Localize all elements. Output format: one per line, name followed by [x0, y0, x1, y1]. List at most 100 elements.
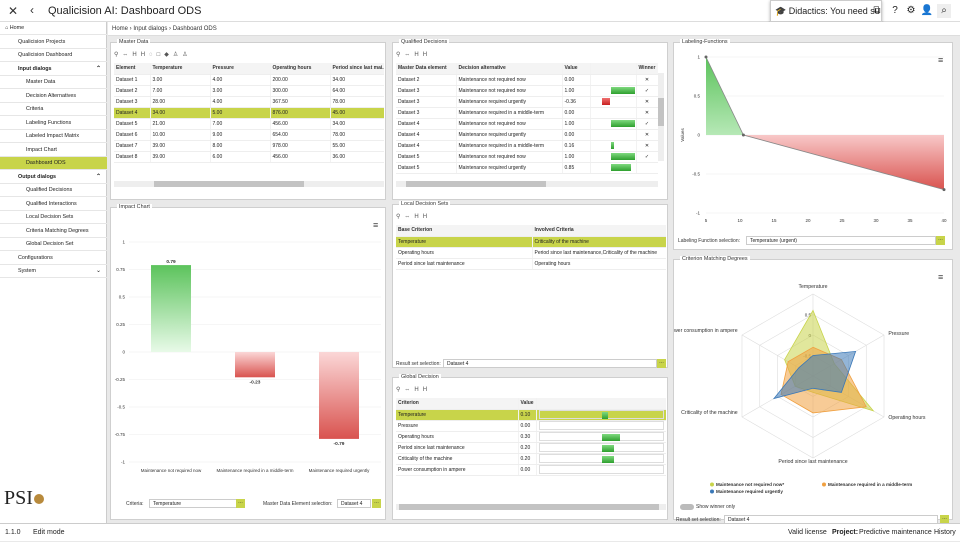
toggle-switch[interactable]	[680, 504, 694, 510]
table-row[interactable]: Dataset 5 21.00 7.00 456.00 34.00	[114, 118, 384, 130]
horizontal-scrollbar[interactable]	[396, 504, 666, 510]
more-button[interactable]: …	[940, 515, 949, 524]
toolbar[interactable]: ⚲⇔HH	[396, 52, 432, 58]
table-row[interactable]: Dataset 3 Maintenance required in a middl…	[396, 107, 658, 119]
user-icon[interactable]: 👤	[920, 5, 934, 16]
more-button[interactable]: …	[936, 236, 945, 245]
gear-icon[interactable]: ⚙	[906, 5, 916, 16]
sidebar-item[interactable]: Master Data	[0, 76, 107, 89]
table-row[interactable]: Dataset 3 28.00 4.00 367.50 78.00	[114, 96, 384, 108]
breadcrumb-item[interactable]: Home	[112, 26, 129, 32]
top-bar: ✕ ‹ Qualicision AI: Dashboard ODS 🎓 Dida…	[0, 0, 960, 22]
column-header[interactable]: Master Data element	[396, 63, 457, 75]
table-row[interactable]: Operating hours Period since last mainten…	[396, 247, 666, 259]
column-header[interactable]	[536, 398, 666, 410]
column-header[interactable]: Operating hours	[270, 63, 331, 75]
horizontal-scrollbar[interactable]	[114, 181, 384, 187]
column-header[interactable]	[590, 63, 637, 75]
column-header[interactable]: Element	[114, 63, 151, 75]
table-cell: Dataset 6	[114, 129, 151, 141]
sidebar-item[interactable]: Labeling Functions	[0, 117, 107, 130]
table-row[interactable]: Power consumption in ampere 0.00	[396, 464, 666, 476]
table-cell: Period since last maintenance,Criticalit…	[532, 247, 666, 259]
table-row[interactable]: Dataset 7 39.00 8.00 978.00 55.00	[114, 140, 384, 152]
sidebar-item[interactable]: Dashboard ODS	[0, 157, 107, 170]
lf-select[interactable]: Temperature (urgent)	[746, 236, 936, 245]
help-icon[interactable]: ?	[892, 5, 898, 16]
horizontal-scrollbar[interactable]	[396, 181, 658, 187]
menu-icon[interactable]: ≡	[938, 55, 944, 65]
table-row[interactable]: Dataset 6 10.00 9.00 654.00 78.00	[114, 129, 384, 141]
table-row[interactable]: Pressure 0.00	[396, 420, 666, 432]
table-row[interactable]: Dataset 1 3.00 4.00 200.00 34.00	[114, 74, 384, 86]
sidebar-item[interactable]: Local Decision Sets	[0, 211, 107, 224]
toolbar[interactable]: ⚲⇔HH	[396, 387, 432, 393]
didactics-banner[interactable]: 🎓 Didactics: You need su	[770, 0, 882, 22]
column-header[interactable]: Involved Criteria	[532, 225, 666, 237]
sidebar-item[interactable]: Decision Alternatives	[0, 90, 107, 103]
breadcrumb-item[interactable]: Input dialogs	[133, 26, 168, 32]
close-icon[interactable]: ✕	[8, 4, 19, 18]
table-row[interactable]: Operating hours 0.30	[396, 431, 666, 443]
sidebar-item[interactable]: Global Decision Set	[0, 238, 107, 251]
table-row[interactable]: Dataset 8 39.00 6.00 456.00 36.00	[114, 151, 384, 163]
sidebar-item[interactable]: ⌂ Home	[0, 22, 107, 35]
chevron-icon[interactable]: ⌃	[95, 65, 101, 72]
column-header[interactable]: Criterion	[396, 398, 519, 410]
table-row[interactable]: Dataset 5 Maintenance required urgently 0.…	[396, 162, 658, 174]
more-button[interactable]: …	[657, 359, 666, 368]
column-header[interactable]: Pressure	[210, 63, 271, 75]
sidebar-item[interactable]: Qualified Interactions	[0, 198, 107, 211]
vertical-scrollbar[interactable]	[658, 73, 664, 161]
table-row[interactable]: Temperature 0.10	[396, 409, 666, 421]
chevron-icon[interactable]: ⌄	[95, 268, 101, 274]
sidebar-item[interactable]: System ⌄	[0, 265, 107, 278]
menu-icon[interactable]: ≡	[938, 272, 944, 282]
table-row[interactable]: Dataset 4 34.00 5.00 876.00 45.00	[114, 107, 384, 119]
edit-mode[interactable]: Edit mode	[33, 529, 65, 536]
table-row[interactable]: Dataset 4 Maintenance not required now 1.0…	[396, 118, 658, 130]
back-icon[interactable]: ‹	[30, 3, 34, 17]
table-row[interactable]: Dataset 3 Maintenance not required now 1.0…	[396, 85, 658, 97]
toolbar[interactable]: ⚲⇔HH	[396, 214, 432, 220]
table-row[interactable]: Dataset 4 Maintenance required in a middl…	[396, 140, 658, 152]
column-header[interactable]: Period since last mai...	[330, 63, 384, 75]
sidebar-item[interactable]: Criteria	[0, 103, 107, 116]
chevron-icon[interactable]: ⌃	[95, 173, 101, 180]
sidebar-item[interactable]: Impact Chart	[0, 144, 107, 157]
column-header[interactable]: Base Criterion	[396, 225, 533, 237]
sidebar-item[interactable]: Configurations	[0, 252, 107, 265]
sidebar-item[interactable]: Output dialogs ⌃	[0, 171, 107, 184]
sidebar-item[interactable]: Qualicision Dashboard	[0, 49, 107, 62]
column-header[interactable]: Winner	[636, 63, 658, 75]
column-header[interactable]: Value	[562, 63, 591, 75]
table-row[interactable]: Dataset 3 Maintenance required urgently -0…	[396, 96, 658, 108]
table-row[interactable]: Dataset 4 Maintenance required urgently 0.…	[396, 129, 658, 141]
table-row[interactable]: Period since last maintenance 0.20	[396, 442, 666, 454]
breadcrumb-item[interactable]: Dashboard ODS	[172, 26, 217, 32]
criteria-select[interactable]: Temperature	[149, 499, 241, 508]
table-row[interactable]: Period since last maintenance Operating h…	[396, 258, 666, 270]
table-row[interactable]: Temperature Criticality of the machine	[396, 236, 666, 248]
table-row[interactable]: Dataset 2 Maintenance not required now 0.0…	[396, 74, 658, 86]
toolbar[interactable]: ⚲⇔HH◌□◆♙♙	[114, 52, 192, 58]
sidebar-item[interactable]: Input dialogs ⌃	[0, 63, 107, 76]
column-header[interactable]: Value	[518, 398, 537, 410]
table-row[interactable]: Dataset 2 7.00 3.00 300.00 64.00	[114, 85, 384, 97]
mde-select[interactable]: Dataset 4	[337, 499, 371, 508]
sidebar-item[interactable]: Qualified Decisions	[0, 184, 107, 197]
sidebar-item[interactable]: Criteria Matching Degrees	[0, 225, 107, 238]
search-icon[interactable]: ⌕	[937, 4, 951, 18]
history-link[interactable]: History	[934, 529, 956, 536]
column-header[interactable]: Temperature	[150, 63, 211, 75]
external-link-icon[interactable]: ⧉	[873, 5, 881, 16]
sidebar-item[interactable]: Qualicision Projects	[0, 36, 107, 49]
result-set-select[interactable]: Dataset 4	[443, 359, 657, 368]
column-header[interactable]: Decision alternative	[456, 63, 563, 75]
more-button[interactable]: …	[236, 499, 245, 508]
table-row[interactable]: Criticality of the machine 0.20	[396, 453, 666, 465]
more-button[interactable]: …	[372, 499, 381, 508]
menu-icon[interactable]: ≡	[373, 220, 379, 230]
sidebar-item[interactable]: Labeled Impact Matrix	[0, 130, 107, 143]
table-row[interactable]: Dataset 5 Maintenance not required now 1.0…	[396, 151, 658, 163]
